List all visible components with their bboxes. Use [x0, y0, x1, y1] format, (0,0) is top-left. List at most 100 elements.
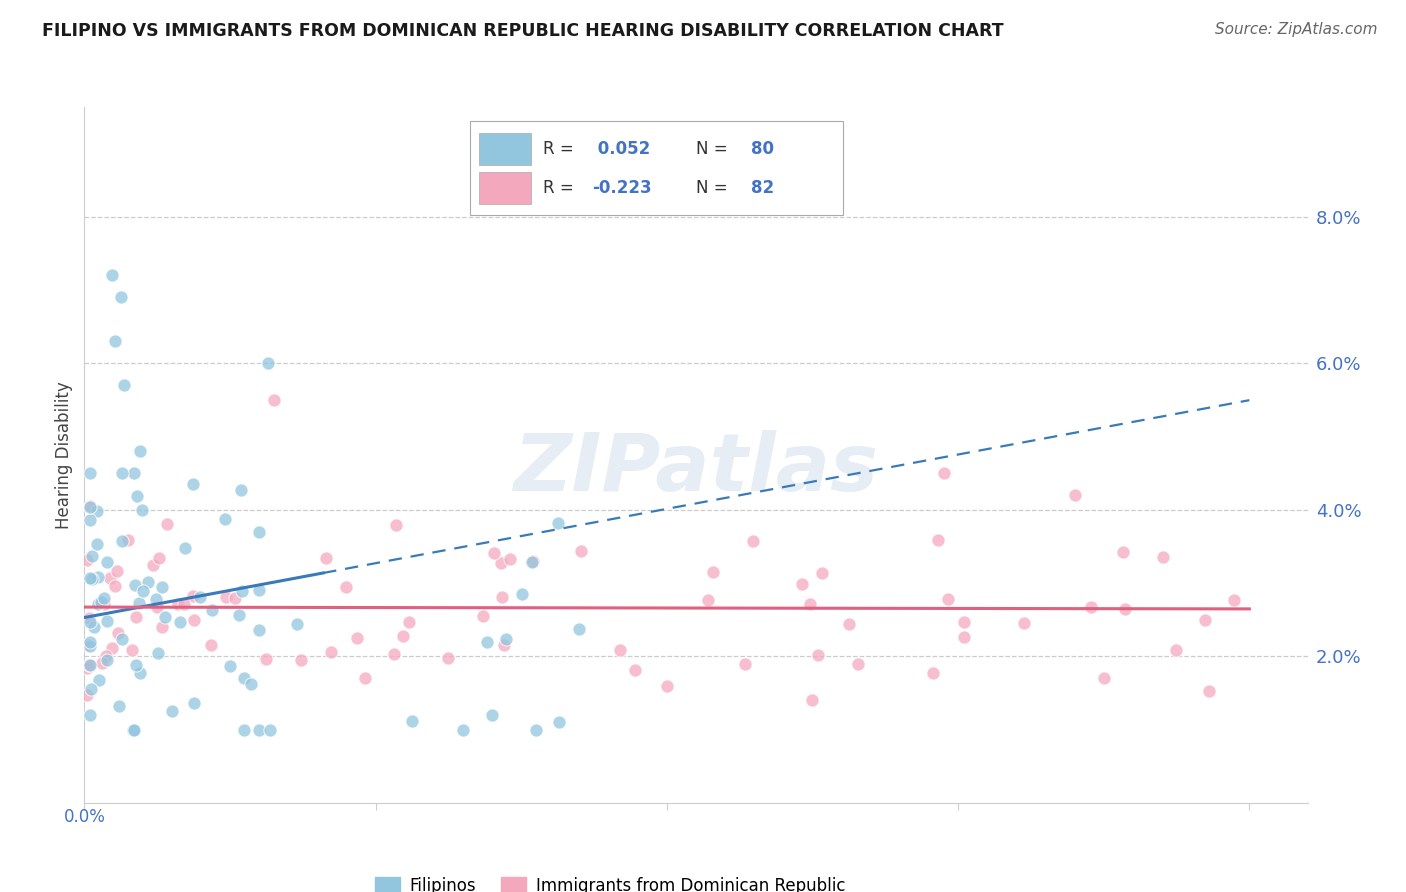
Point	[398, 615, 420, 629]
Point	[125, 610, 148, 624]
Point	[927, 533, 949, 547]
Point	[76, 661, 98, 675]
Point	[568, 623, 591, 637]
Point	[233, 723, 256, 737]
Point	[121, 642, 143, 657]
Point	[1152, 549, 1174, 564]
Point	[77, 611, 100, 625]
Point	[93, 597, 115, 611]
Point	[117, 533, 139, 548]
Point	[391, 629, 413, 643]
Point	[79, 571, 101, 585]
Point	[107, 698, 129, 713]
Point	[107, 626, 129, 640]
Point	[148, 550, 170, 565]
Point	[263, 392, 285, 407]
Point	[76, 688, 98, 702]
Point	[734, 657, 756, 671]
Point	[233, 671, 256, 685]
Point	[183, 613, 205, 627]
Point	[145, 600, 167, 615]
Point	[655, 679, 678, 693]
Point	[1092, 671, 1115, 685]
Point	[953, 630, 976, 644]
Point	[1164, 643, 1187, 657]
Point	[105, 565, 128, 579]
Text: 80: 80	[751, 140, 775, 159]
Text: -0.223: -0.223	[592, 178, 651, 197]
Point	[512, 587, 534, 601]
Point	[79, 467, 101, 481]
Point	[1063, 488, 1085, 502]
Point	[96, 653, 118, 667]
Point	[146, 646, 169, 660]
Point	[124, 578, 146, 592]
Point	[806, 648, 828, 663]
Point	[83, 620, 105, 634]
Point	[150, 620, 173, 634]
Point	[101, 268, 124, 283]
Text: N =: N =	[696, 140, 733, 159]
Point	[101, 641, 124, 656]
Point	[79, 657, 101, 672]
Point	[346, 631, 368, 645]
Point	[125, 489, 148, 503]
Point	[80, 572, 103, 586]
Point	[136, 575, 159, 590]
Point	[953, 615, 976, 629]
Point	[111, 632, 134, 647]
Point	[1114, 602, 1136, 616]
Point	[156, 517, 179, 532]
Point	[401, 714, 423, 728]
Point	[79, 499, 101, 513]
Point	[484, 546, 506, 560]
Point	[218, 658, 240, 673]
Point	[79, 500, 101, 515]
Text: R =: R =	[543, 178, 579, 197]
Point	[79, 513, 101, 527]
Point	[1223, 593, 1246, 607]
Point	[702, 565, 724, 579]
Point	[121, 723, 143, 737]
Point	[247, 524, 270, 539]
Point	[104, 579, 127, 593]
Point	[215, 590, 238, 604]
Point	[257, 356, 280, 370]
Point	[231, 584, 253, 599]
Point	[214, 512, 236, 526]
Point	[290, 653, 312, 667]
Point	[181, 477, 204, 491]
Point	[169, 615, 191, 629]
Point	[838, 617, 860, 632]
Point	[145, 591, 167, 606]
FancyBboxPatch shape	[479, 134, 531, 166]
Text: N =: N =	[696, 178, 733, 197]
Point	[315, 551, 337, 566]
Point	[254, 652, 277, 666]
Point	[124, 467, 146, 481]
FancyBboxPatch shape	[470, 121, 842, 215]
Point	[142, 558, 165, 573]
Point	[321, 645, 343, 659]
Text: Source: ZipAtlas.com: Source: ZipAtlas.com	[1215, 22, 1378, 37]
Point	[259, 723, 281, 737]
Point	[79, 707, 101, 722]
Point	[188, 591, 211, 605]
Point	[1112, 545, 1135, 559]
Point	[87, 570, 110, 584]
Text: 0.0%: 0.0%	[63, 808, 105, 826]
Point	[492, 638, 515, 652]
Point	[247, 723, 270, 737]
Point	[696, 592, 718, 607]
Point	[111, 467, 134, 481]
Point	[285, 617, 308, 632]
Text: ZIPatlas: ZIPatlas	[513, 430, 879, 508]
Point	[181, 589, 204, 603]
Point	[77, 657, 100, 672]
Point	[353, 671, 375, 685]
Point	[96, 555, 118, 569]
Point	[451, 723, 474, 737]
Point	[128, 444, 150, 458]
Text: R =: R =	[543, 140, 579, 159]
Point	[128, 596, 150, 610]
